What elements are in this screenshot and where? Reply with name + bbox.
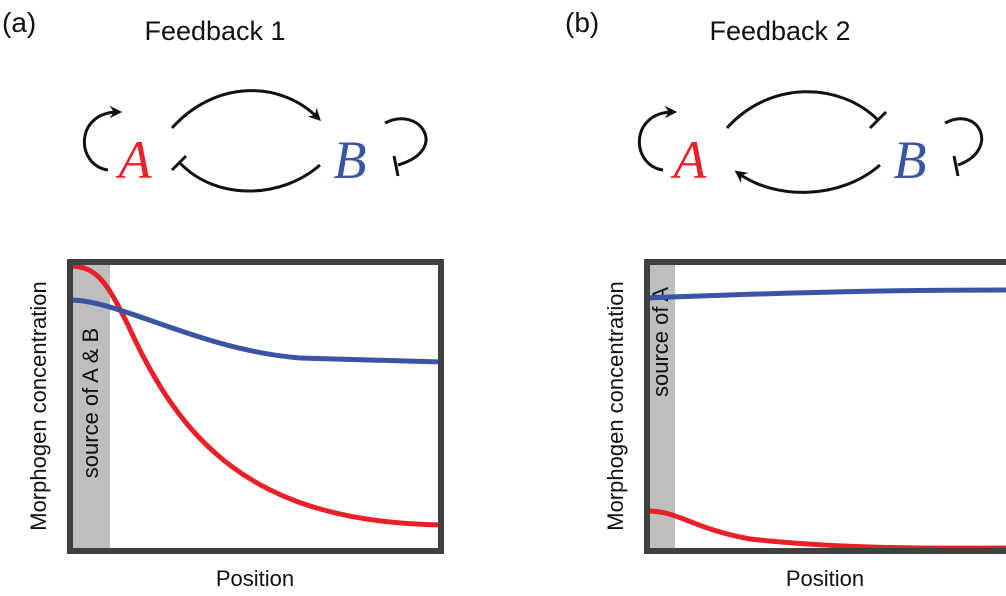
y-axis-label: Morphogen concentration bbox=[603, 281, 628, 531]
activation-arc bbox=[170, 89, 321, 130]
self-activation bbox=[638, 105, 678, 172]
node-b: B bbox=[334, 130, 367, 190]
source-label: source of A bbox=[648, 287, 673, 397]
curve-b bbox=[69, 297, 442, 365]
node-a: A bbox=[671, 130, 708, 190]
panel-a: (a) Feedback 1 A B source of A & B Morph… bbox=[2, 7, 444, 591]
source-band bbox=[70, 264, 110, 551]
plot-frame bbox=[67, 259, 444, 554]
node-b: B bbox=[894, 130, 927, 190]
plot-frame bbox=[644, 259, 1006, 554]
y-axis-label: Morphogen concentration bbox=[26, 281, 51, 531]
inhibition-bar bbox=[868, 110, 888, 130]
panel-label: (a) bbox=[2, 7, 36, 38]
inhibition-bar bbox=[392, 155, 400, 177]
inhibition-bar bbox=[952, 155, 960, 177]
panel-title: Feedback 1 bbox=[144, 16, 285, 46]
inhibition-arc bbox=[725, 90, 880, 130]
self-activation bbox=[83, 105, 123, 172]
x-axis-label: Position bbox=[786, 566, 864, 591]
node-a: A bbox=[116, 130, 153, 190]
curve-b bbox=[646, 287, 1006, 301]
inhibition-arc bbox=[178, 161, 321, 193]
curve-a bbox=[646, 508, 1006, 551]
self-inhibition bbox=[944, 117, 984, 167]
curve-a bbox=[69, 263, 442, 528]
self-inhibition bbox=[384, 117, 428, 167]
source-label: source of A & B bbox=[78, 328, 103, 478]
source-band bbox=[647, 264, 675, 551]
inhibition-bar bbox=[170, 154, 188, 172]
panel-title: Feedback 2 bbox=[709, 16, 850, 46]
activation-arc bbox=[734, 163, 881, 194]
panel-b: (b) Feedback 2 A B source of A Morphogen… bbox=[565, 7, 1006, 591]
panel-label: (b) bbox=[565, 7, 599, 38]
x-axis-label: Position bbox=[216, 566, 294, 591]
